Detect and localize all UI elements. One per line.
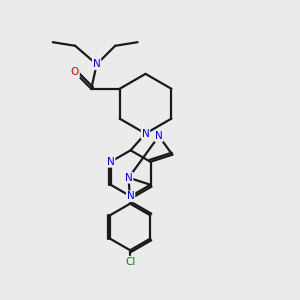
- Text: N: N: [127, 191, 134, 201]
- Text: Cl: Cl: [125, 256, 135, 267]
- Text: N: N: [107, 157, 115, 167]
- Text: N: N: [125, 173, 133, 183]
- Text: N: N: [93, 59, 101, 69]
- Text: N: N: [142, 129, 149, 139]
- Text: O: O: [71, 68, 79, 77]
- Text: N: N: [155, 131, 163, 141]
